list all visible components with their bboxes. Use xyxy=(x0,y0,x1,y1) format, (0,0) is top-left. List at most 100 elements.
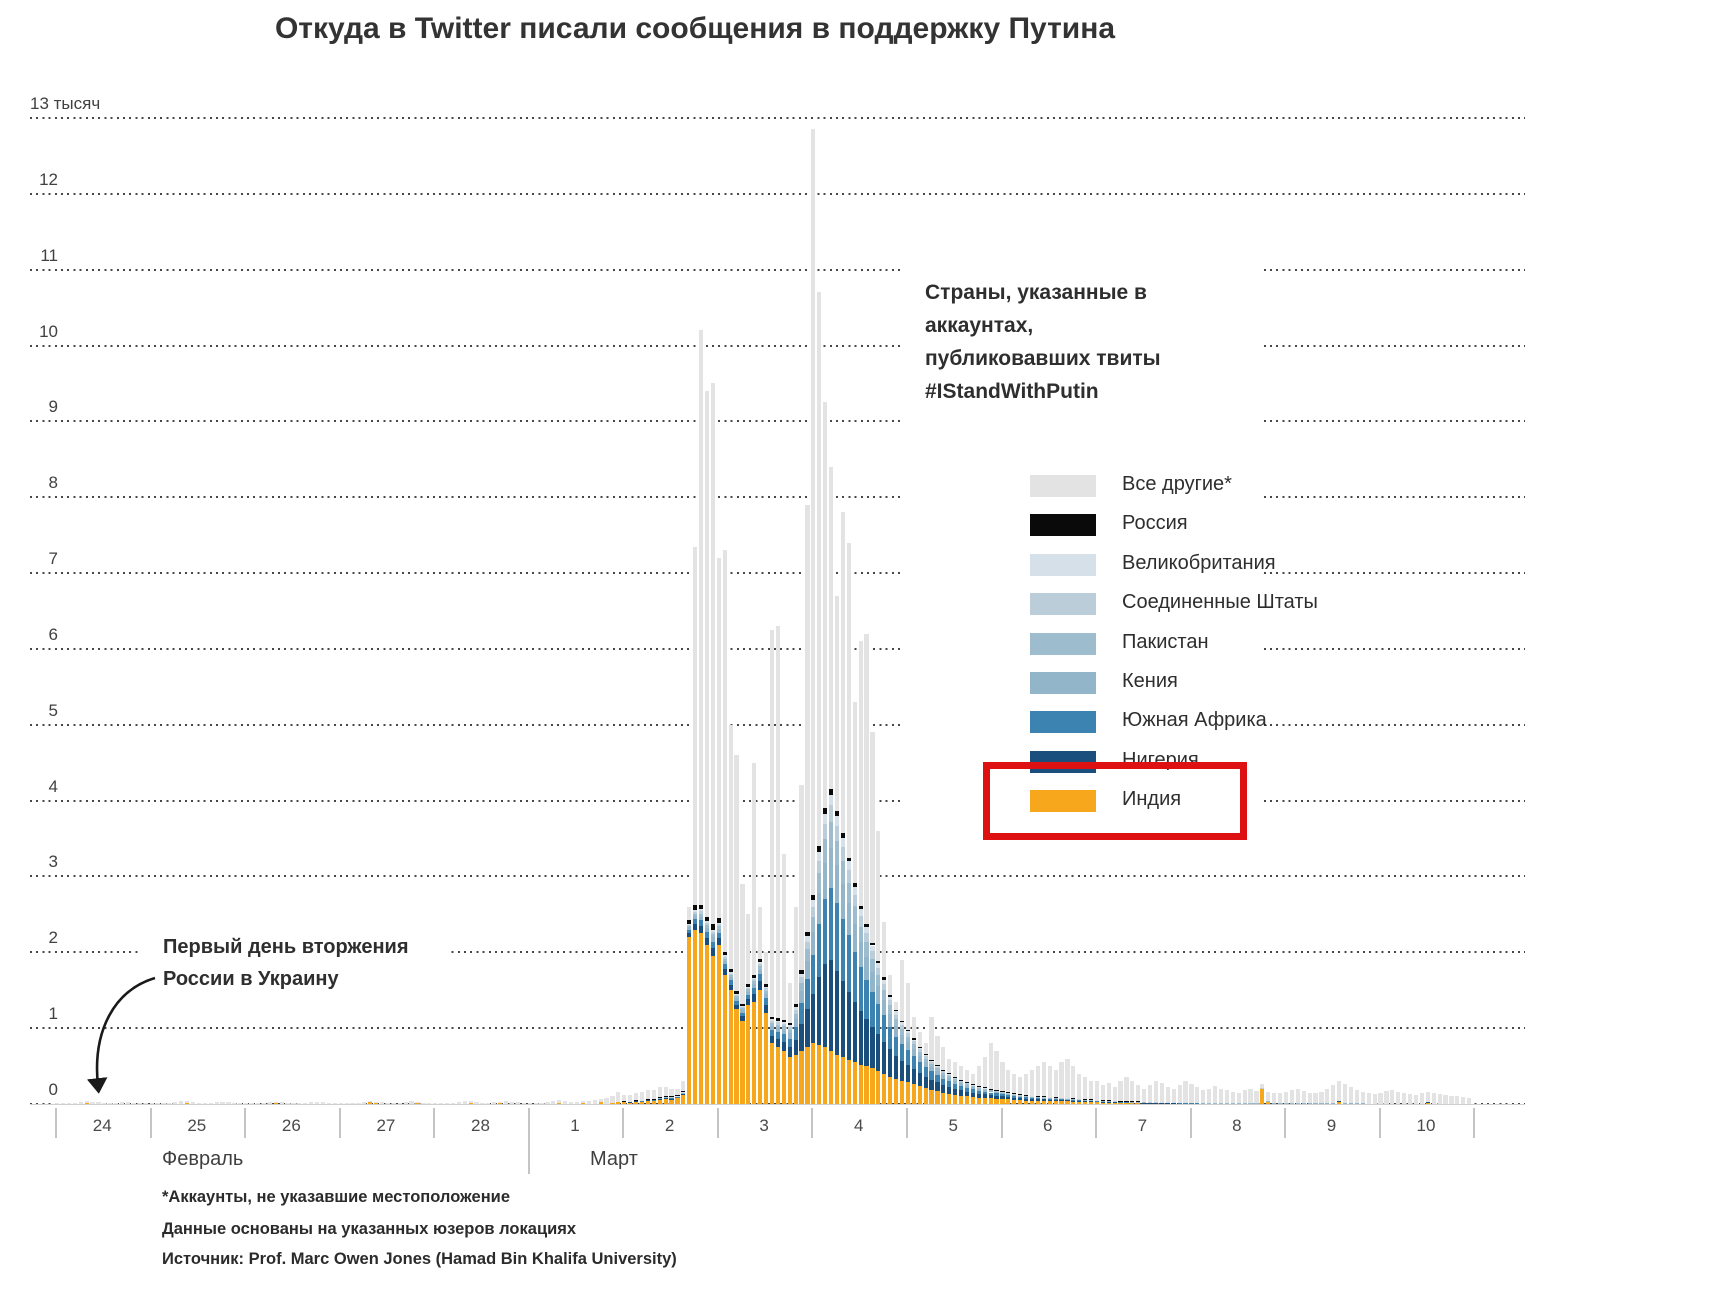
bar-segment-pakistan xyxy=(699,913,704,917)
bar-segment-us xyxy=(882,983,887,991)
bar-segment-others xyxy=(574,1102,580,1104)
bar-segment-india xyxy=(1266,1101,1271,1104)
bar-segment-india xyxy=(663,1098,668,1104)
bar-segment-nigeria xyxy=(651,1100,656,1101)
bar-segment-southafrica xyxy=(1012,1095,1017,1098)
bar-segment-southafrica xyxy=(828,887,834,960)
bar-segment-india xyxy=(645,1100,651,1104)
bar-segment-others xyxy=(1142,1088,1147,1102)
bar-segment-india xyxy=(687,937,692,1104)
bar-segment-others xyxy=(326,1103,331,1104)
bar-segment-us xyxy=(893,1014,899,1020)
bar-segment-nigeria xyxy=(781,1041,786,1051)
day-tick xyxy=(55,1108,57,1138)
bar-segment-others xyxy=(149,1103,154,1104)
legend xyxy=(900,262,1262,844)
bar-segment-nigeria xyxy=(846,991,851,1061)
bar-segment-others xyxy=(911,1016,916,1039)
bar-segment-uk xyxy=(781,1022,786,1024)
bar-segment-others xyxy=(480,1102,485,1104)
bar-segment-others xyxy=(202,1103,207,1104)
highlight-box-india xyxy=(983,762,1247,841)
bar-segment-others xyxy=(1201,1090,1206,1103)
bar-segment-india xyxy=(893,1078,899,1104)
bar-segment-others xyxy=(391,1103,396,1104)
bar-segment-india xyxy=(1077,1101,1082,1104)
bar-segment-kenya xyxy=(1035,1097,1040,1098)
bar-segment-others xyxy=(1171,1088,1176,1103)
bar-segment-pakistan xyxy=(958,1081,964,1084)
bar-segment-others xyxy=(226,1102,231,1104)
bar-segment-others xyxy=(763,952,769,984)
bar-segment-india xyxy=(669,1099,674,1104)
bar-segment-pakistan xyxy=(870,959,875,973)
bar-segment-others xyxy=(639,1091,645,1101)
bar-segment-uk xyxy=(947,1073,952,1075)
bar-segment-southafrica xyxy=(1100,1100,1105,1102)
bar-segment-others xyxy=(1283,1091,1289,1103)
bar-segment-india xyxy=(1124,1102,1129,1104)
bar-segment-others xyxy=(1242,1090,1247,1104)
bar-segment-india xyxy=(746,1005,751,1104)
bar-segment-southafrica xyxy=(663,1097,668,1098)
bar-segment-us xyxy=(929,1061,934,1064)
bar-segment-nigeria xyxy=(1018,1098,1023,1101)
bar-segment-russia xyxy=(716,918,721,923)
bar-segment-russia xyxy=(710,923,715,930)
bar-segment-kenya xyxy=(787,1033,792,1039)
bar-segment-russia xyxy=(852,883,857,888)
bar-segment-southafrica xyxy=(811,954,816,995)
day-tick xyxy=(1378,1108,1381,1138)
bar-segment-india xyxy=(728,990,733,1104)
bar-segment-others xyxy=(1343,1084,1348,1104)
bar-segment-others xyxy=(1183,1081,1188,1103)
bar-segment-others xyxy=(1053,1069,1058,1098)
bar-segment-others xyxy=(580,1100,586,1104)
bar-segment-nigeria xyxy=(1059,1100,1064,1102)
bar-segment-southafrica xyxy=(675,1096,680,1098)
bar-segment-southafrica xyxy=(1023,1097,1029,1099)
bar-segment-india xyxy=(616,1102,621,1104)
legend-label-us: Соединенные Штаты xyxy=(1122,591,1318,614)
bar-segment-others xyxy=(527,1102,532,1104)
bar-segment-russia xyxy=(893,1009,899,1012)
bar-segment-southafrica xyxy=(1106,1101,1111,1102)
bar-segment-nigeria xyxy=(1106,1101,1111,1103)
bar-segment-nigeria xyxy=(1077,1100,1082,1102)
day-label: 3 xyxy=(759,1116,769,1135)
bar-segment-india xyxy=(374,1102,379,1104)
bar-segment-nigeria xyxy=(982,1094,987,1098)
bar-segment-us xyxy=(722,956,727,959)
bar-segment-others xyxy=(1295,1088,1300,1104)
bar-segment-southafrica xyxy=(817,923,822,977)
bar-segment-russia xyxy=(763,983,769,987)
bar-segment-southafrica xyxy=(781,1034,786,1042)
bar-segment-nigeria xyxy=(994,1095,999,1099)
bar-segment-others xyxy=(474,1102,479,1104)
bar-segment-southafrica xyxy=(1000,1094,1005,1097)
bar-segment-russia xyxy=(905,1029,910,1031)
bar-segment-others xyxy=(876,830,881,962)
bar-segment-others xyxy=(899,959,905,1021)
bar-segment-us xyxy=(941,1071,946,1073)
bar-segment-others xyxy=(379,1102,385,1104)
bar-segment-india xyxy=(1283,1103,1289,1104)
bar-segment-kenya xyxy=(758,969,763,975)
bar-segment-us xyxy=(828,805,834,822)
bar-segment-russia xyxy=(911,1038,916,1040)
bar-segment-nigeria xyxy=(899,1060,905,1081)
bar-segment-others xyxy=(1325,1088,1330,1104)
bar-segment-india xyxy=(964,1096,970,1104)
bar-segment-india xyxy=(917,1085,922,1104)
bar-segment-southafrica xyxy=(994,1093,999,1096)
bar-segment-us xyxy=(935,1066,940,1069)
bar-segment-india xyxy=(693,929,698,1104)
bar-segment-nigeria xyxy=(834,971,840,1055)
bar-segment-india xyxy=(1112,1102,1117,1104)
bar-segment-india xyxy=(368,1102,373,1104)
bar-segment-russia xyxy=(876,961,881,964)
bar-segment-uk xyxy=(793,1007,798,1010)
bar-segment-india xyxy=(870,1068,875,1104)
bar-segment-nigeria xyxy=(958,1090,964,1096)
bar-segment-india xyxy=(1029,1100,1035,1104)
